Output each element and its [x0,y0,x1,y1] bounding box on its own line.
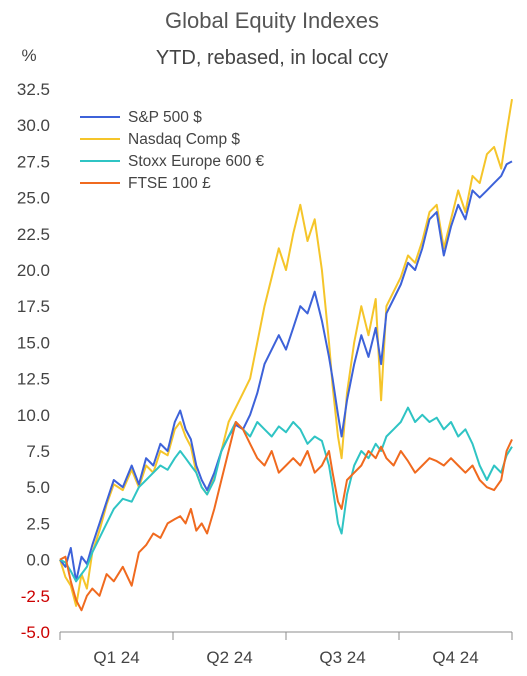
y-tick-label: 2.5 [26,514,50,533]
y-tick-label: 15.0 [17,333,50,352]
series-line-3 [59,421,513,612]
y-axis-unit-label: % [21,46,36,65]
x-tick-label: Q3 24 [319,648,365,667]
y-tick-label: 12.5 [17,370,50,389]
y-tick-label: -2.5 [21,587,50,606]
chart-subtitle: YTD, rebased, in local ccy [156,47,388,69]
y-tick-label: 22.5 [17,225,50,244]
x-tick-label: Q4 24 [432,648,478,667]
series-line-1 [59,98,513,607]
y-axis: 32.5 30.0 27.5 25.0 22.5 20.0 17.5 15.0 12.5 10.0… [17,80,50,642]
legend: S&P 500 $ Nasdaq Comp $ Stoxx Europe 600 €… [80,109,265,192]
series-layer [59,98,513,612]
legend-label: Nasdaq Comp $ [128,131,240,148]
y-tick-label: -5.0 [21,623,50,642]
series-line-2 [59,406,513,583]
y-tick-label: 0.0 [26,551,50,570]
y-tick-label: 27.5 [17,152,50,171]
y-tick-label: 32.5 [17,80,50,99]
series-line-0 [59,160,513,583]
legend-label: S&P 500 $ [128,109,202,126]
y-tick-label: 20.0 [17,261,50,280]
y-tick-label: 10.0 [17,406,50,425]
y-tick-label: 25.0 [17,189,50,208]
x-tick-label: Q1 24 [93,648,139,667]
y-tick-label: 5.0 [26,478,50,497]
x-axis: Q1 24 Q2 24 Q3 24 Q4 24 [59,631,513,667]
y-tick-label: 17.5 [17,297,50,316]
y-tick-label: 30.0 [17,116,50,135]
chart-title: Global Equity Indexes [165,8,379,33]
legend-label: FTSE 100 £ [128,175,211,192]
legend-label: Stoxx Europe 600 € [128,153,265,170]
x-tick-label: Q2 24 [206,648,252,667]
y-tick-label: 7.5 [26,442,50,461]
